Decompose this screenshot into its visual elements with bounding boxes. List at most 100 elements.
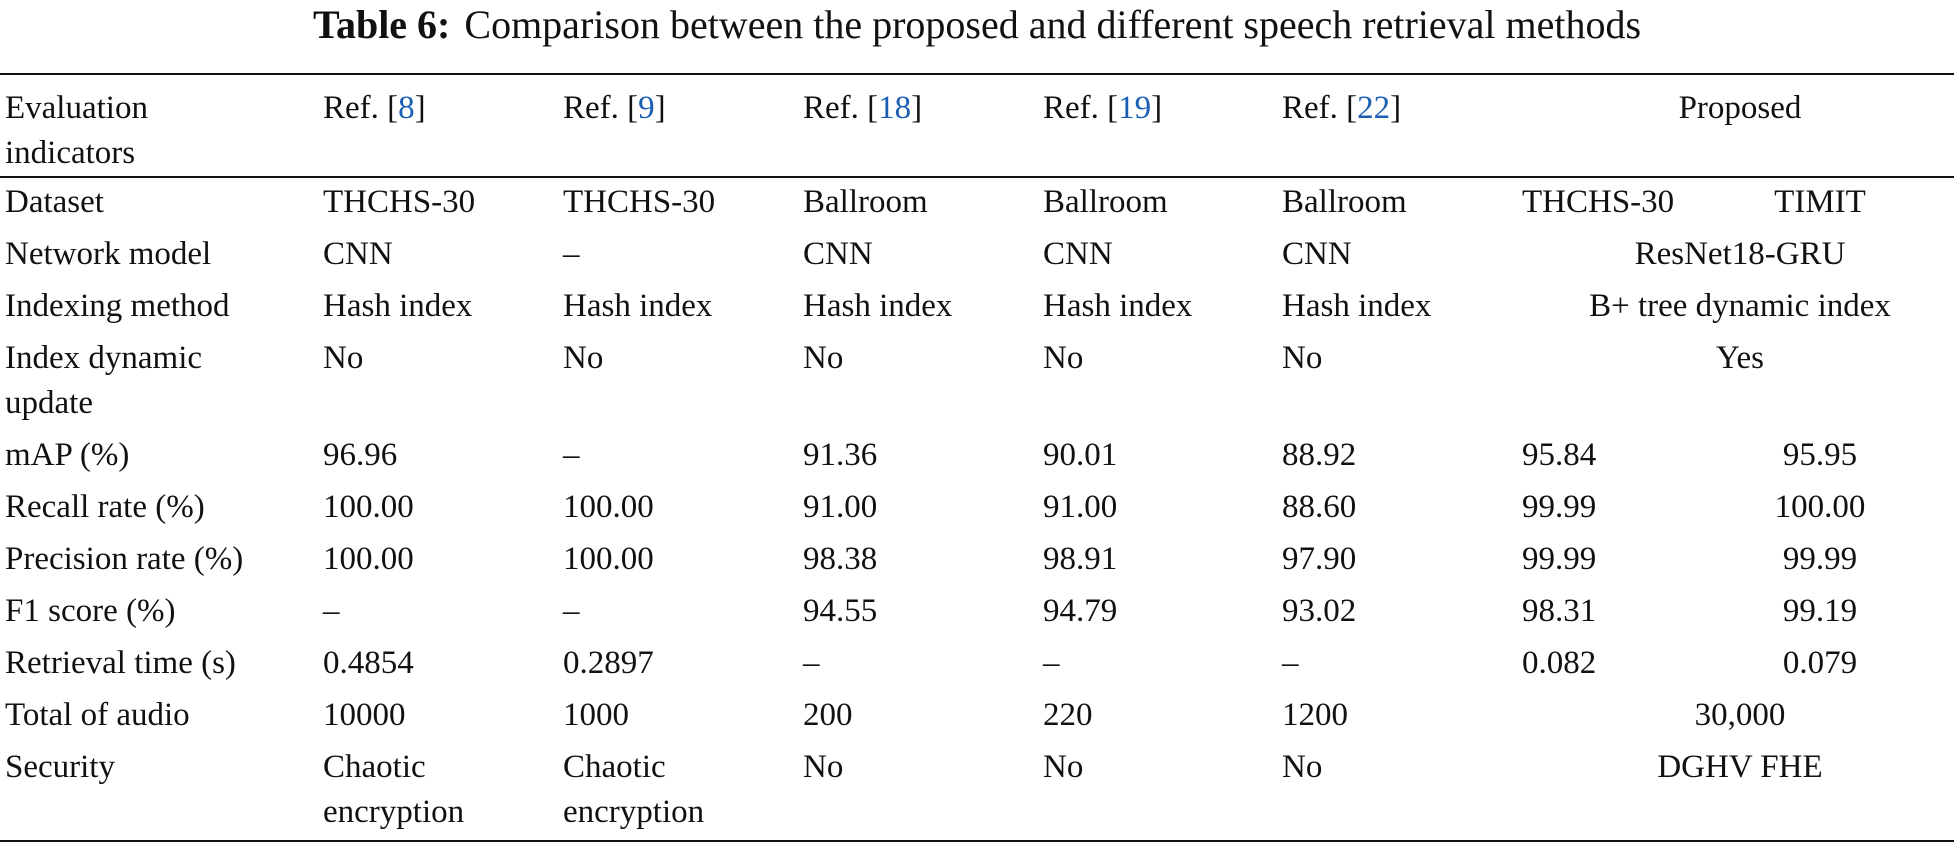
cell-ref19: 94.79 [1043,593,1118,629]
ref-8-link[interactable]: 8 [398,90,415,126]
header-ref-9: Ref. [9] [563,90,666,126]
row-indicator: Total of audio [5,697,190,733]
caption-label: Table 6: [312,2,451,47]
caption-text: Comparison between the proposed and diff… [464,2,1642,47]
cell-ref19: 98.91 [1043,541,1118,577]
cell-proposed-b: 95.95 [1782,437,1858,473]
cell-ref8: Hash index [323,288,473,324]
bottom-rule [0,840,1954,842]
header-rule [0,176,1954,178]
cell-ref18: Ballroom [803,184,928,220]
cell-ref9-line2: encryption [563,794,705,830]
cell-proposed-b: TIMIT [1774,184,1866,220]
cell-ref9: No [563,340,604,376]
cell-ref9: – [563,437,580,473]
cell-ref22: Hash index [1282,288,1432,324]
cell-ref8: 100.00 [323,489,414,525]
cell-ref8: 10000 [323,697,406,733]
cell-ref19: 91.00 [1043,489,1118,525]
cell-ref22: 88.92 [1282,437,1357,473]
cell-ref9: 0.2897 [563,645,654,681]
row-indicator: Recall rate (%) [5,489,205,525]
cell-ref22: 88.60 [1282,489,1357,525]
row-indicator: Retrieval time (s) [5,645,236,681]
cell-proposed-a: 99.99 [1522,541,1597,577]
cell-proposed-a: THCHS-30 [1522,184,1675,220]
cell-proposed-a: 95.84 [1522,437,1597,473]
ref-18-link[interactable]: 18 [878,90,912,126]
ref-19-link[interactable]: 19 [1118,90,1152,126]
cell-proposed-b: 99.99 [1782,541,1858,577]
cell-ref18: No [803,749,844,785]
cell-ref8: No [323,340,364,376]
cell-ref8: – [323,593,340,629]
cell-ref9: Hash index [563,288,713,324]
cell-ref22: CNN [1282,236,1352,272]
cell-ref22: – [1282,645,1299,681]
header-ref-22: Ref. [22] [1282,90,1402,126]
cell-ref8: 0.4854 [323,645,414,681]
cell-ref18: 91.36 [803,437,878,473]
cell-ref18: 91.00 [803,489,878,525]
header-proposed: Proposed [1678,90,1802,126]
cell-ref18: Hash index [803,288,953,324]
header-ref-19: Ref. [19] [1043,90,1163,126]
cell-proposed: ResNet18-GRU [1634,236,1846,272]
row-indicator: Network model [5,236,212,272]
row-indicator: Indexing method [5,288,230,324]
cell-ref8: THCHS-30 [323,184,476,220]
row-indicator-line2: update [5,385,93,421]
cell-ref22: No [1282,340,1323,376]
cell-proposed: DGHV FHE [1657,749,1823,785]
cell-ref22: 93.02 [1282,593,1357,629]
cell-ref18: 94.55 [803,593,878,629]
ref-22-link[interactable]: 22 [1357,90,1391,126]
top-rule [0,73,1954,75]
cell-ref19: CNN [1043,236,1113,272]
cell-ref9: – [563,593,580,629]
cell-ref22: Ballroom [1282,184,1407,220]
cell-proposed-a: 0.082 [1522,645,1597,681]
header-indicators-line1: Evaluation [5,90,148,126]
cell-ref9-line1: Chaotic [563,749,666,785]
row-indicator: Precision rate (%) [5,541,244,577]
cell-ref22: 97.90 [1282,541,1357,577]
cell-ref18: – [803,645,820,681]
cell-ref18: 98.38 [803,541,878,577]
cell-proposed-b: 0.079 [1782,645,1858,681]
cell-proposed: 30,000 [1694,697,1786,733]
row-indicator-line1: Index dynamic [5,340,203,376]
row-indicator: F1 score (%) [5,593,176,629]
cell-ref8-line1: Chaotic [323,749,426,785]
cell-ref8-line2: encryption [323,794,465,830]
cell-proposed-b: 100.00 [1774,489,1866,525]
cell-ref9: THCHS-30 [563,184,716,220]
cell-proposed: B+ tree dynamic index [1589,288,1891,324]
cell-ref9: – [563,236,580,272]
cell-ref8: 96.96 [323,437,398,473]
row-indicator: mAP (%) [5,437,130,473]
cell-ref9: 100.00 [563,489,654,525]
cell-ref18: CNN [803,236,873,272]
cell-ref18: 200 [803,697,853,733]
cell-ref19: – [1043,645,1060,681]
cell-ref9: 100.00 [563,541,654,577]
cell-proposed-a: 99.99 [1522,489,1597,525]
cell-ref18: No [803,340,844,376]
cell-ref19: No [1043,340,1084,376]
row-indicator: Dataset [5,184,104,220]
cell-ref8: 100.00 [323,541,414,577]
cell-ref19: Hash index [1043,288,1193,324]
table-caption: Table 6: Comparison between the proposed … [0,0,1954,58]
cell-proposed-a: 98.31 [1522,593,1597,629]
cell-ref19: 220 [1043,697,1093,733]
cell-ref19: 90.01 [1043,437,1118,473]
row-indicator: Security [5,749,115,785]
cell-ref22: No [1282,749,1323,785]
header-indicators-line2: indicators [5,135,136,171]
header-ref-18: Ref. [18] [803,90,923,126]
ref-9-link[interactable]: 9 [638,90,655,126]
cell-ref19: No [1043,749,1084,785]
cell-proposed-b: 99.19 [1782,593,1858,629]
cell-ref22: 1200 [1282,697,1348,733]
